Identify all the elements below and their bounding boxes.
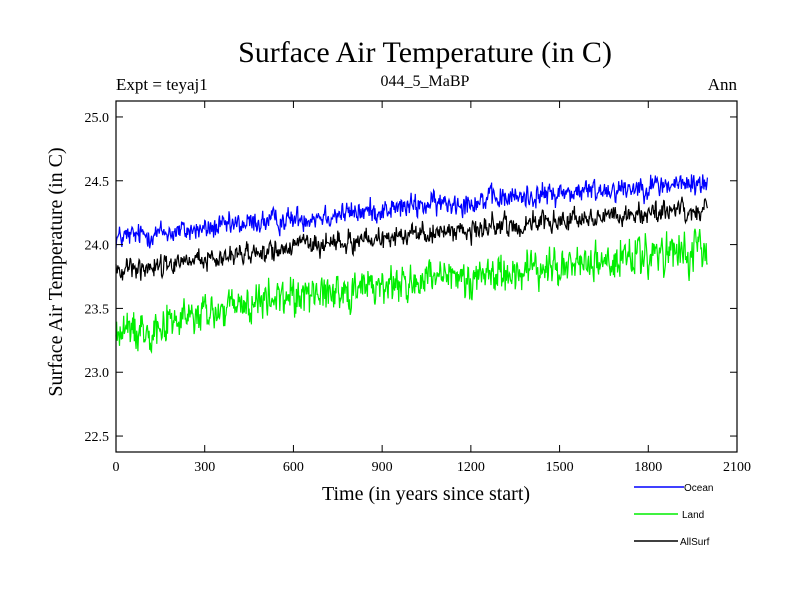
y-tick-label: 23.5 [85, 302, 110, 317]
series-line-ocean [115, 174, 708, 249]
x-tick-label: 900 [372, 460, 393, 475]
period-label: 044_5_MaBP [381, 73, 470, 90]
experiment-label: Expt = teyaj1 [116, 75, 208, 94]
y-tick-label: 22.5 [85, 430, 110, 445]
y-tick-label: 25.0 [85, 111, 110, 126]
axis-layer: 0 300 600 900 1200 1500 1800 2100 22.5 23.0 23.5 24… [85, 101, 751, 475]
x-tick-label: 0 [113, 460, 120, 475]
y-tick-label: 24.5 [85, 175, 110, 190]
y-tick-label: 23.0 [85, 366, 110, 381]
y-axis-label: Surface Air Temperature (in C) [45, 147, 67, 396]
legend: Ocean Land AllSurf [634, 483, 713, 548]
legend-label-ocean: Ocean [684, 483, 713, 494]
x-tick-label: 1800 [634, 460, 662, 475]
legend-label-land: Land [682, 510, 704, 521]
plot-frame [115, 100, 738, 453]
y-tick-label: 24.0 [85, 239, 110, 254]
chart-title: Surface Air Temperature (in C) [238, 36, 612, 69]
x-tick-label: 1200 [457, 460, 485, 475]
legend-label-allsurf: AllSurf [680, 537, 710, 548]
series-line-land [115, 228, 708, 355]
x-tick-label: 1500 [546, 460, 574, 475]
x-axis-label: Time (in years since start) [322, 483, 530, 505]
series-layer [115, 174, 708, 355]
x-tick-label: 2100 [723, 460, 751, 475]
season-label: Ann [708, 75, 738, 94]
x-tick-label: 600 [283, 460, 304, 475]
series-line-allsurf [115, 196, 708, 281]
x-tick-label: 300 [194, 460, 215, 475]
